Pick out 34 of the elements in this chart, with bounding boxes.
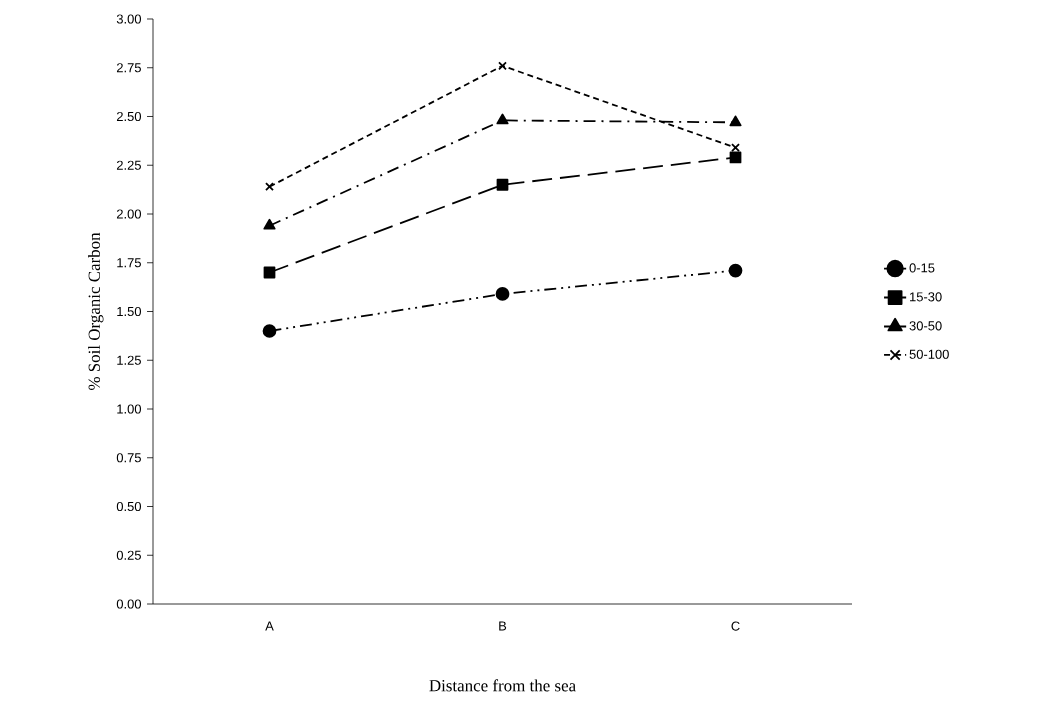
legend-label: 0-15 xyxy=(909,263,935,273)
y-tick-label: 2.50 xyxy=(116,111,142,122)
y-axis-title: % Soil Organic Carbon xyxy=(88,232,104,391)
y-tick-label: 0.75 xyxy=(116,453,141,463)
y-tick-label: 0.50 xyxy=(116,501,142,512)
y-tick-label: 1.25 xyxy=(117,355,141,365)
x-tick-label: C xyxy=(731,621,740,631)
legend-label: 50-100 xyxy=(909,349,949,359)
y-tick-label: 0.25 xyxy=(116,550,141,560)
point xyxy=(263,218,276,230)
y-tick-label: 1.00 xyxy=(117,404,142,414)
point xyxy=(498,61,507,71)
y-tick-label: 2.75 xyxy=(116,63,141,73)
x-tick-label: A xyxy=(265,621,274,631)
point xyxy=(265,182,274,192)
y-tick-label: 0.00 xyxy=(116,599,142,609)
legend-label: 15-30 xyxy=(910,292,942,302)
x-tick-label: B xyxy=(499,621,507,631)
point xyxy=(729,151,742,164)
point xyxy=(496,113,509,125)
y-tick-label: 1.50 xyxy=(117,306,142,317)
point xyxy=(729,115,742,127)
y-tick-label: 3.00 xyxy=(116,14,142,24)
y-tick-label: 2.00 xyxy=(116,209,142,219)
point xyxy=(731,143,740,153)
y-tick-label: 2.25 xyxy=(116,160,141,170)
point xyxy=(495,287,510,301)
point xyxy=(262,324,277,338)
point xyxy=(263,266,276,279)
point xyxy=(496,178,509,191)
point xyxy=(728,263,743,278)
x-axis-title: Distance from the sea xyxy=(429,679,576,692)
legend-label: 30-50 xyxy=(909,321,942,331)
y-tick-label: 1.75 xyxy=(117,258,141,268)
